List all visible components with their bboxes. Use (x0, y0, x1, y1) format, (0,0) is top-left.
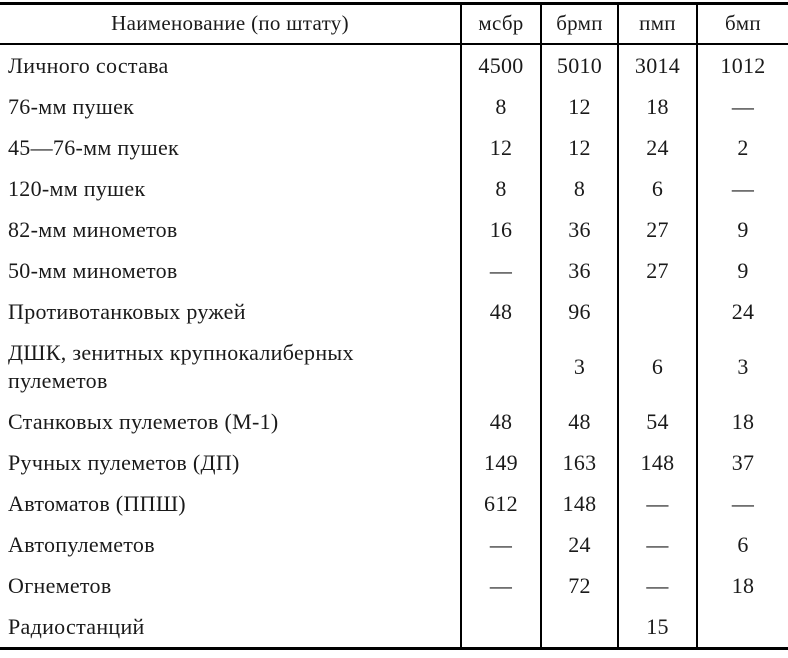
cell-value: 8 (460, 168, 541, 209)
cell-value: — (460, 565, 541, 606)
cell-value: 54 (617, 401, 697, 442)
cell-value: 6 (617, 168, 697, 209)
cell-value: 18 (696, 401, 788, 442)
cell-value: — (460, 250, 541, 291)
cell-value: 15 (617, 606, 697, 649)
cell-value: 148 (617, 442, 697, 483)
cell-value: 3014 (617, 44, 697, 86)
cell-value: — (696, 86, 788, 127)
header-row: Наименование (по штату) мсбр брмп пмп бм… (0, 3, 788, 45)
cell-value: 36 (540, 209, 618, 250)
row-label: 76-мм пушек (8, 94, 135, 119)
table-row: 45—76-мм пушек 12 12 24 2 (0, 127, 788, 168)
cell-value: 9 (696, 209, 788, 250)
cell-value: 48 (540, 401, 618, 442)
cell-value: 18 (617, 86, 697, 127)
cell-value: 24 (540, 524, 618, 565)
cell-value: — (696, 483, 788, 524)
cell-value: 18 (696, 565, 788, 606)
table-row: ДШК, зенитных крупнокалиберных пулеметов… (0, 332, 788, 401)
cell-value: — (617, 524, 697, 565)
cell-value: 8 (540, 168, 618, 209)
table-row: 82-мм минометов 16 36 27 9 (0, 209, 788, 250)
table-row: Радиостанций 15 (0, 606, 788, 649)
cell-value: 6 (617, 332, 697, 401)
cell-value: 6 (696, 524, 788, 565)
row-label: Радиостанций (8, 614, 145, 639)
table-row: Противотанковых ружей 48 96 24 (0, 291, 788, 332)
table-row: Личного состава 4500 5010 3014 1012 (0, 44, 788, 86)
cell-value: 12 (540, 86, 618, 127)
cell-value: 163 (540, 442, 618, 483)
column-header-name: Наименование (по штату) (0, 3, 461, 45)
row-label: 82-мм минометов (8, 217, 178, 242)
cell-value: 24 (696, 291, 788, 332)
cell-value: — (696, 168, 788, 209)
row-label: 45—76-мм пушек (8, 135, 180, 160)
row-label: 120-мм пушек (8, 176, 146, 201)
cell-value: 149 (460, 442, 541, 483)
row-label: ДШК, зенитных крупнокалиберных пулеметов (8, 340, 354, 393)
cell-value: 48 (460, 401, 541, 442)
cell-value: 24 (617, 127, 697, 168)
cell-value: 27 (617, 209, 697, 250)
column-header-msbr: мсбр (460, 3, 541, 45)
cell-value: — (617, 483, 697, 524)
column-header-bmp: бмп (696, 3, 788, 45)
cell-value: 2 (696, 127, 788, 168)
cell-value: 16 (460, 209, 541, 250)
table-row: 120-мм пушек 8 8 6 — (0, 168, 788, 209)
table-row: Автопулеметов — 24 — 6 (0, 524, 788, 565)
cell-value: 3 (540, 332, 618, 401)
cell-value: 72 (540, 565, 618, 606)
column-header-pmp: пмп (617, 3, 697, 45)
cell-value (617, 291, 697, 332)
cell-value: 96 (540, 291, 618, 332)
table-row: Автоматов (ППШ) 612 148 — — (0, 483, 788, 524)
cell-value (540, 606, 618, 649)
cell-value: 12 (540, 127, 618, 168)
row-label: 50-мм минометов (8, 258, 178, 283)
table-row: Ручных пулеметов (ДП) 149 163 148 37 (0, 442, 788, 483)
cell-value: 8 (460, 86, 541, 127)
row-label: Автопулеметов (8, 532, 155, 557)
cell-value: 48 (460, 291, 541, 332)
row-label: Ручных пулеметов (ДП) (8, 450, 240, 475)
cell-value: 36 (540, 250, 618, 291)
cell-value: 4500 (460, 44, 541, 86)
cell-value: 5010 (540, 44, 618, 86)
cell-value: 27 (617, 250, 697, 291)
row-label: Личного состава (8, 53, 169, 78)
cell-value: 148 (540, 483, 618, 524)
table-row: 76-мм пушек 8 12 18 — (0, 86, 788, 127)
cell-value (460, 332, 541, 401)
cell-value (460, 606, 541, 649)
table-row: Станковых пулеметов (М-1) 48 48 54 18 (0, 401, 788, 442)
row-label: Автоматов (ППШ) (8, 491, 186, 516)
cell-value: — (617, 565, 697, 606)
row-label: Огнеметов (8, 573, 112, 598)
table-row: Огнеметов — 72 — 18 (0, 565, 788, 606)
cell-value: 12 (460, 127, 541, 168)
cell-value: 37 (696, 442, 788, 483)
cell-value: 3 (696, 332, 788, 401)
cell-value: 1012 (696, 44, 788, 86)
table-row: 50-мм минометов — 36 27 9 (0, 250, 788, 291)
row-label: Противотанковых ружей (8, 299, 246, 324)
cell-value (696, 606, 788, 649)
row-label: Станковых пулеметов (М-1) (8, 409, 279, 434)
cell-value: — (460, 524, 541, 565)
column-header-brmp: брмп (540, 3, 618, 45)
cell-value: 612 (460, 483, 541, 524)
cell-value: 9 (696, 250, 788, 291)
